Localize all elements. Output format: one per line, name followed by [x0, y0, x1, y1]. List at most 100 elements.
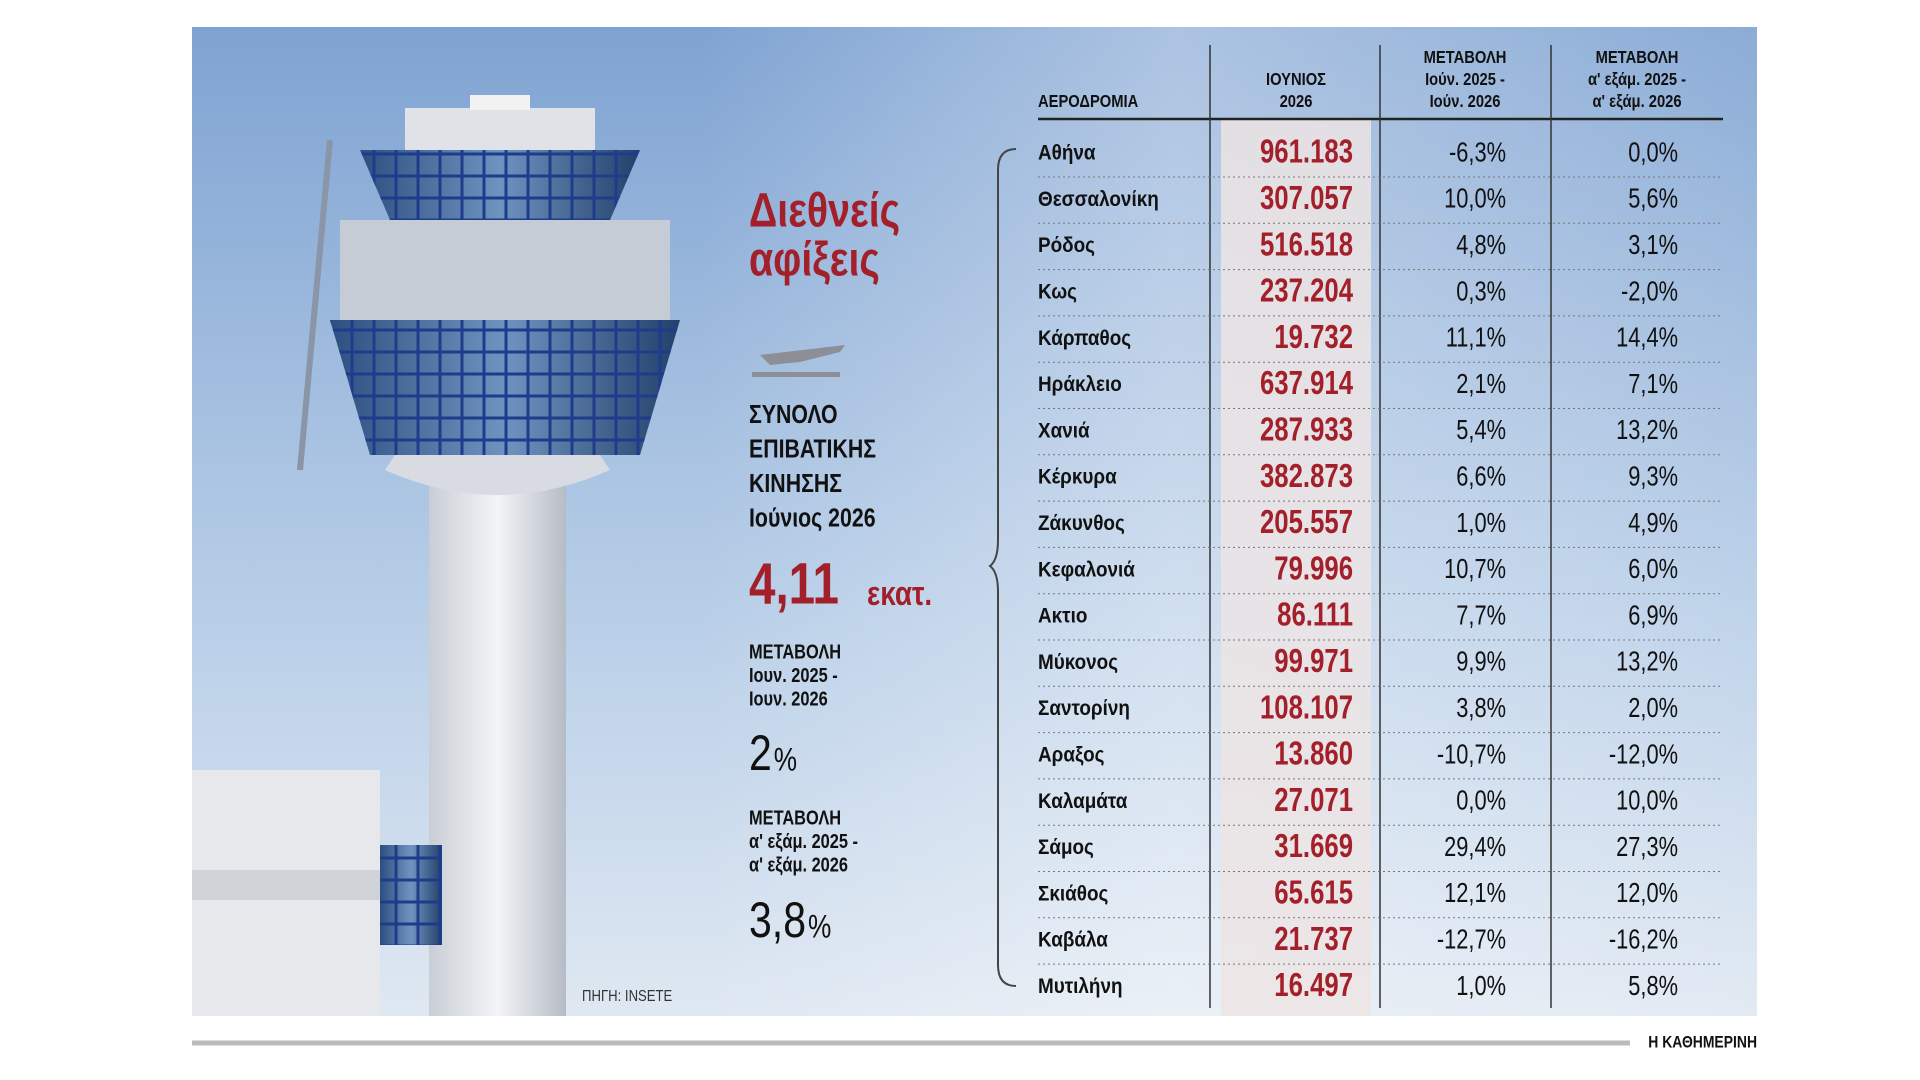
airport-name: Κεφαλονιά	[1038, 558, 1136, 581]
june-value: 307.057	[1260, 180, 1353, 217]
june-value: 516.518	[1260, 226, 1353, 263]
change-label: Ιουν. 2025 -	[749, 663, 838, 686]
change-value: 2,1%	[1456, 368, 1506, 399]
column-header: 2026	[1280, 91, 1313, 111]
airport-name: Ζάκυνθος	[1038, 512, 1125, 535]
total-unit: εκατ.	[867, 574, 932, 612]
change-value: 4,9%	[1628, 507, 1678, 538]
change-value: 2	[749, 725, 772, 781]
change-label: ΜΕΤΑΒΟΛΗ	[749, 640, 841, 663]
title: αφίξεις	[749, 233, 880, 287]
change-value: 14,4%	[1616, 322, 1678, 353]
june-column	[1221, 119, 1371, 1016]
airport-name: Αθήνα	[1038, 142, 1096, 165]
airport-name: Σάμος	[1038, 836, 1094, 859]
change-value: 12,0%	[1616, 878, 1678, 909]
total-label: ΚΙΝΗΣΗΣ	[749, 469, 842, 499]
column-header: Ιούν. 2025 -	[1425, 69, 1505, 89]
june-value: 86.111	[1277, 597, 1353, 634]
change-value: 1,0%	[1456, 970, 1506, 1001]
column-header: ΜΕΤΑΒΟΛΗ	[1424, 47, 1507, 67]
change-value: 10,0%	[1616, 785, 1678, 816]
airport-name: Καβάλα	[1038, 929, 1109, 952]
change-value: -6,3%	[1449, 137, 1506, 168]
change-value: -16,2%	[1609, 924, 1678, 955]
source: ΠΗΓΗ: INSETE	[582, 988, 673, 1005]
airport-name: Κάρπαθος	[1038, 327, 1131, 350]
change-value: 10,7%	[1444, 554, 1506, 585]
column-header: ΙΟΥΝΙΟΣ	[1266, 69, 1326, 89]
total-value: 4,11	[749, 552, 839, 617]
change-value: 3,8%	[1456, 692, 1506, 723]
airport-name: Κως	[1038, 281, 1077, 304]
brand: Η ΚΑΘΗΜΕΡΙΝΗ	[1648, 1033, 1757, 1052]
change-value: -10,7%	[1437, 739, 1506, 770]
column-header: α' εξάμ. 2026	[1592, 91, 1681, 111]
change-value: -12,0%	[1609, 739, 1678, 770]
airport-name: Ρόδος	[1038, 234, 1095, 257]
airport-name: Σκιάθος	[1038, 882, 1108, 905]
airport-name: Αραξος	[1038, 744, 1104, 767]
change-value: 13,2%	[1616, 415, 1678, 446]
column-header: Ιούν. 2026	[1430, 91, 1501, 111]
change-value: 12,1%	[1444, 878, 1506, 909]
change-value: 11,1%	[1446, 322, 1506, 353]
june-value: 79.996	[1274, 550, 1353, 587]
june-value: 99.971	[1274, 643, 1353, 680]
change-value: 9,3%	[1628, 461, 1678, 492]
change-unit: %	[808, 910, 831, 945]
change-value: 29,4%	[1444, 831, 1506, 862]
change-value: 13,2%	[1616, 646, 1678, 677]
brace	[988, 148, 1017, 987]
change-value: 0,3%	[1456, 276, 1506, 307]
change-label: α' εξάμ. 2026	[749, 853, 848, 877]
total-label: Ιούνιος 2026	[749, 503, 876, 533]
change-value: 7,7%	[1456, 600, 1506, 631]
change-value: 3,1%	[1628, 229, 1678, 260]
title: Διεθνείς	[749, 184, 900, 238]
change-value: 3,8	[749, 892, 806, 948]
change-value: 2,0%	[1628, 692, 1678, 723]
june-value: 27.071	[1274, 782, 1353, 819]
total-label: ΣΥΝΟΛΟ	[749, 400, 838, 430]
change-value: 5,4%	[1456, 415, 1506, 446]
june-value: 961.183	[1260, 134, 1353, 171]
change-label: ΜΕΤΑΒΟΛΗ	[749, 806, 841, 829]
june-value: 21.737	[1274, 921, 1353, 958]
change-value: 6,9%	[1628, 600, 1678, 631]
change-value: 27,3%	[1616, 831, 1678, 862]
airport-name: Μύκονος	[1038, 651, 1118, 674]
total-label: ΕΠΙΒΑΤΙΚΗΣ	[749, 434, 876, 464]
change-value: 7,1%	[1628, 368, 1678, 399]
airport-name: Σαντορίνη	[1038, 697, 1130, 720]
airport-name: Καλαμάτα	[1038, 790, 1128, 813]
change-value: -12,7%	[1437, 924, 1506, 955]
change-value: 6,6%	[1456, 461, 1506, 492]
change-value: -2,0%	[1621, 276, 1678, 307]
june-value: 16.497	[1274, 967, 1353, 1004]
change-value: 10,0%	[1444, 183, 1506, 214]
june-value: 13.860	[1274, 736, 1353, 773]
june-value: 31.669	[1274, 828, 1353, 865]
change-value: 1,0%	[1456, 507, 1506, 538]
column-header: ΜΕΤΑΒΟΛΗ	[1596, 47, 1679, 67]
june-value: 108.107	[1260, 689, 1353, 726]
change-label: α' εξάμ. 2025 -	[749, 829, 858, 853]
change-value: 4,8%	[1456, 229, 1506, 260]
plane-icon	[752, 345, 845, 377]
change-value: 5,6%	[1628, 183, 1678, 214]
column-header: ΑΕΡΟΔΡΟΜΙΑ	[1038, 91, 1138, 111]
june-value: 205.557	[1260, 504, 1353, 541]
change-value: 9,9%	[1456, 646, 1506, 677]
change-label: Ιουν. 2026	[749, 687, 828, 710]
june-value: 65.615	[1274, 875, 1353, 912]
change-value: 5,8%	[1628, 970, 1678, 1001]
june-value: 382.873	[1260, 458, 1353, 495]
airport-name: Κέρκυρα	[1038, 466, 1117, 489]
airport-name: Ακτιο	[1038, 605, 1087, 628]
change-value: 0,0%	[1456, 785, 1506, 816]
june-value: 637.914	[1260, 365, 1353, 402]
june-value: 237.204	[1260, 273, 1353, 310]
